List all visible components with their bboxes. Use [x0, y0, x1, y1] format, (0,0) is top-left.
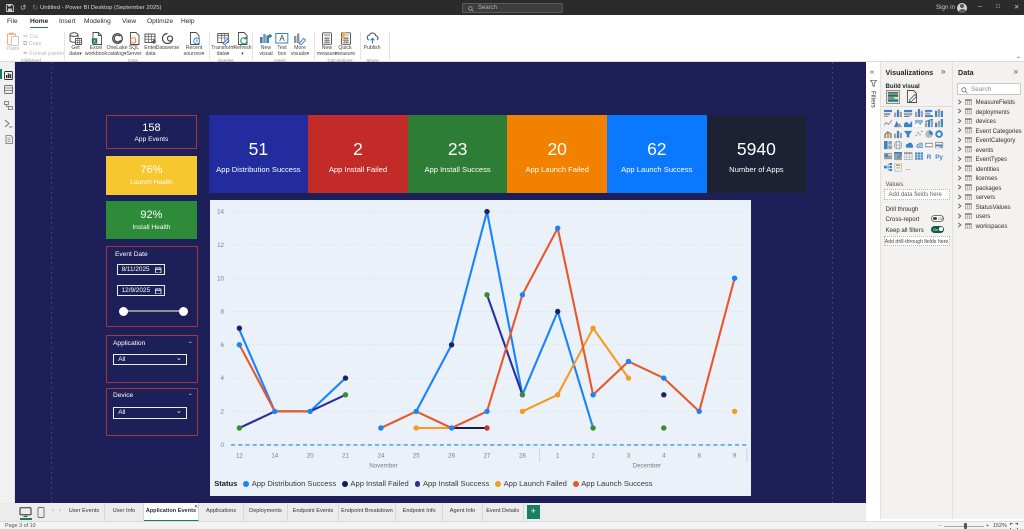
svg-text:December: December	[633, 463, 662, 470]
svg-text:28: 28	[519, 453, 526, 460]
svg-text:20: 20	[307, 453, 314, 460]
svg-text:...: ...	[906, 165, 912, 172]
svg-text:2: 2	[592, 453, 596, 460]
svg-text:14: 14	[217, 209, 224, 216]
svg-text:25: 25	[413, 453, 420, 460]
svg-text:Py: Py	[935, 154, 943, 161]
svg-text:4: 4	[221, 375, 225, 382]
svg-text:2: 2	[221, 409, 225, 416]
svg-text:12: 12	[217, 242, 224, 249]
svg-text:10: 10	[217, 276, 224, 283]
svg-text:3: 3	[627, 453, 631, 460]
svg-text:November: November	[369, 463, 398, 470]
svg-text:26: 26	[448, 453, 455, 460]
svg-text:X: X	[92, 38, 96, 44]
svg-text:4: 4	[662, 453, 666, 460]
svg-text:0: 0	[221, 442, 225, 449]
svg-text:12: 12	[236, 453, 243, 460]
svg-text:27: 27	[484, 453, 491, 460]
svg-text:24: 24	[378, 453, 385, 460]
svg-text:21: 21	[342, 453, 349, 460]
svg-text:14: 14	[272, 453, 279, 460]
svg-text:8: 8	[698, 453, 702, 460]
svg-text:R: R	[927, 154, 932, 161]
svg-text:A: A	[279, 34, 285, 43]
svg-text:8: 8	[221, 309, 225, 316]
svg-text:9: 9	[733, 453, 737, 460]
svg-text:6: 6	[221, 342, 225, 349]
svg-text:1: 1	[556, 453, 560, 460]
